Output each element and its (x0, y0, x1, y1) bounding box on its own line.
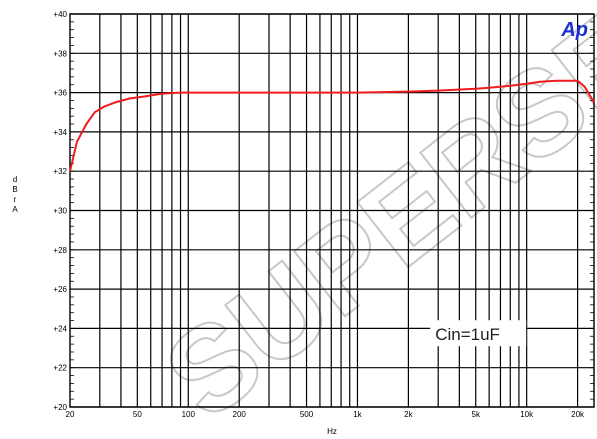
y-tick-label: +34 (53, 128, 67, 137)
y-tick-label: +20 (53, 403, 67, 412)
x-tick-label: 20k (571, 410, 585, 419)
x-tick-label: 100 (182, 410, 196, 419)
x-tick-label: 2k (404, 410, 413, 419)
x-tick-label: 20 (66, 410, 75, 419)
x-tick-label: 50 (133, 410, 142, 419)
x-tick-label: 500 (300, 410, 314, 419)
x-tick-label: 5k (472, 410, 481, 419)
y-tick-label: +24 (53, 324, 67, 333)
watermark: SUPERSEDED (141, 0, 597, 439)
y-tick-label: +22 (53, 364, 67, 373)
series-line (69, 79, 595, 172)
y-tick-label: +32 (53, 167, 67, 176)
x-axis-label: Hz (327, 427, 337, 436)
y-tick-label: +36 (53, 89, 67, 98)
annotation-background (430, 320, 527, 347)
y-tick-label: +40 (53, 10, 67, 19)
y-tick-label: +30 (53, 207, 67, 216)
y-tick-label: +28 (53, 246, 67, 255)
x-tick-label: 10k (520, 410, 534, 419)
y-tick-label: +26 (53, 285, 67, 294)
y-tick-label: +38 (53, 49, 67, 58)
annotation-label: Cin=1uF (435, 325, 500, 344)
x-tick-label: 200 (233, 410, 247, 419)
x-tick-label: 1k (353, 410, 362, 419)
ap-logo: Ap (560, 19, 588, 41)
